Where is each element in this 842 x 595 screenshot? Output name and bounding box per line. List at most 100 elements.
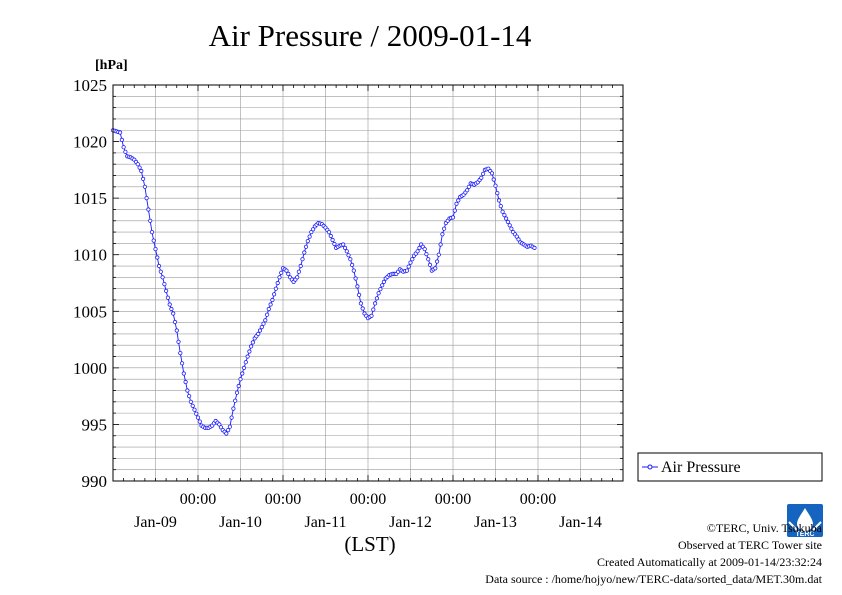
data-point xyxy=(410,257,415,262)
data-point xyxy=(156,263,162,269)
data-point xyxy=(176,339,181,344)
y-tick-label: 1025 xyxy=(73,76,107,95)
data-point xyxy=(452,208,457,213)
legend-label: Air Pressure xyxy=(661,459,741,476)
data-point xyxy=(509,226,514,231)
data-point xyxy=(240,371,245,376)
data-point xyxy=(441,226,447,231)
data-point xyxy=(493,183,498,188)
data-point xyxy=(422,247,427,252)
data-point xyxy=(286,271,291,276)
data-point xyxy=(249,344,254,349)
legend: Air Pressure xyxy=(637,452,823,482)
data-point xyxy=(256,331,261,336)
data-point xyxy=(165,295,170,300)
y-axis-unit: [hPa] xyxy=(95,58,128,73)
data-point xyxy=(243,360,248,365)
data-point xyxy=(305,239,310,244)
data-point xyxy=(496,198,502,203)
data-point xyxy=(328,233,333,239)
data-point xyxy=(250,340,255,345)
data-point xyxy=(171,311,176,316)
data-point xyxy=(303,244,309,249)
data-point xyxy=(302,250,307,255)
data-point xyxy=(349,262,355,267)
data-point xyxy=(300,257,305,262)
data-point xyxy=(273,286,278,291)
data-point xyxy=(259,324,264,330)
grid xyxy=(113,85,623,481)
y-tick-label: 995 xyxy=(82,415,108,434)
data-point xyxy=(406,264,411,269)
data-point xyxy=(532,245,537,250)
data-point xyxy=(495,191,500,196)
data-point xyxy=(119,137,125,142)
logo-wing-shape xyxy=(788,521,822,531)
x-tick-label-date: Jan-09 xyxy=(134,514,177,531)
data-point xyxy=(169,306,174,312)
data-point xyxy=(341,242,346,247)
data-point xyxy=(121,145,126,150)
data-point xyxy=(440,232,445,237)
data-point xyxy=(417,245,422,250)
data-point xyxy=(135,162,140,167)
data-point xyxy=(450,215,456,220)
data-point xyxy=(491,177,496,182)
data-point xyxy=(141,176,146,181)
data-point xyxy=(427,262,433,267)
data-point xyxy=(426,257,431,262)
data-point xyxy=(245,354,250,359)
data-point xyxy=(507,223,512,228)
data-point xyxy=(139,168,144,174)
x-tick-label-time: 00:00 xyxy=(350,491,386,508)
x-tick-label-date: Jan-13 xyxy=(474,514,517,531)
data-series xyxy=(110,128,537,436)
chart-title: Air Pressure / 2009-01-14 xyxy=(209,18,532,53)
data-point xyxy=(465,188,470,193)
data-point xyxy=(408,260,413,265)
data-point xyxy=(123,149,128,154)
data-point xyxy=(218,425,224,430)
data-point xyxy=(307,234,312,239)
footer-copyright: ©TERC, Univ. Tsukuba xyxy=(707,521,823,535)
footer-created: Created Automatically at 2009-01-14/23:3… xyxy=(597,555,822,569)
footer-observed: Observed at TERC Tower site xyxy=(678,538,822,552)
data-point xyxy=(162,281,167,287)
data-point xyxy=(178,350,183,356)
data-point xyxy=(360,306,365,311)
data-point xyxy=(194,411,199,416)
data-point xyxy=(164,288,169,293)
y-tick-label: 1005 xyxy=(73,302,107,321)
y-tick-label: 1010 xyxy=(73,246,107,265)
data-point xyxy=(355,284,360,289)
data-point xyxy=(160,275,165,280)
data-point xyxy=(271,292,277,297)
data-point xyxy=(516,237,521,242)
x-tick-label-time: 00:00 xyxy=(180,491,216,508)
data-point xyxy=(372,301,378,306)
data-point xyxy=(502,213,507,218)
data-point xyxy=(505,219,510,224)
terc-logo-icon: TERC xyxy=(787,504,823,538)
y-tick-label: 1000 xyxy=(73,359,107,378)
y-tick-label: 1015 xyxy=(73,189,107,208)
data-point xyxy=(172,319,178,325)
data-point xyxy=(167,302,172,307)
data-point xyxy=(351,268,356,273)
data-point xyxy=(158,269,163,274)
data-point xyxy=(231,406,236,411)
data-point xyxy=(275,280,280,286)
data-point xyxy=(261,321,266,326)
data-point xyxy=(436,252,441,257)
data-point xyxy=(456,198,461,203)
y-axis-ticks: 990 995 1000 1005 1010 1015 1020 1025 xyxy=(73,76,623,491)
data-point xyxy=(279,270,284,275)
data-point xyxy=(224,431,229,436)
data-point xyxy=(346,253,351,258)
x-tick-label-date: Jan-14 xyxy=(559,514,602,531)
data-point xyxy=(268,302,273,307)
data-point xyxy=(234,390,240,395)
data-point xyxy=(266,306,271,312)
data-point xyxy=(500,209,505,214)
data-point xyxy=(195,415,201,420)
